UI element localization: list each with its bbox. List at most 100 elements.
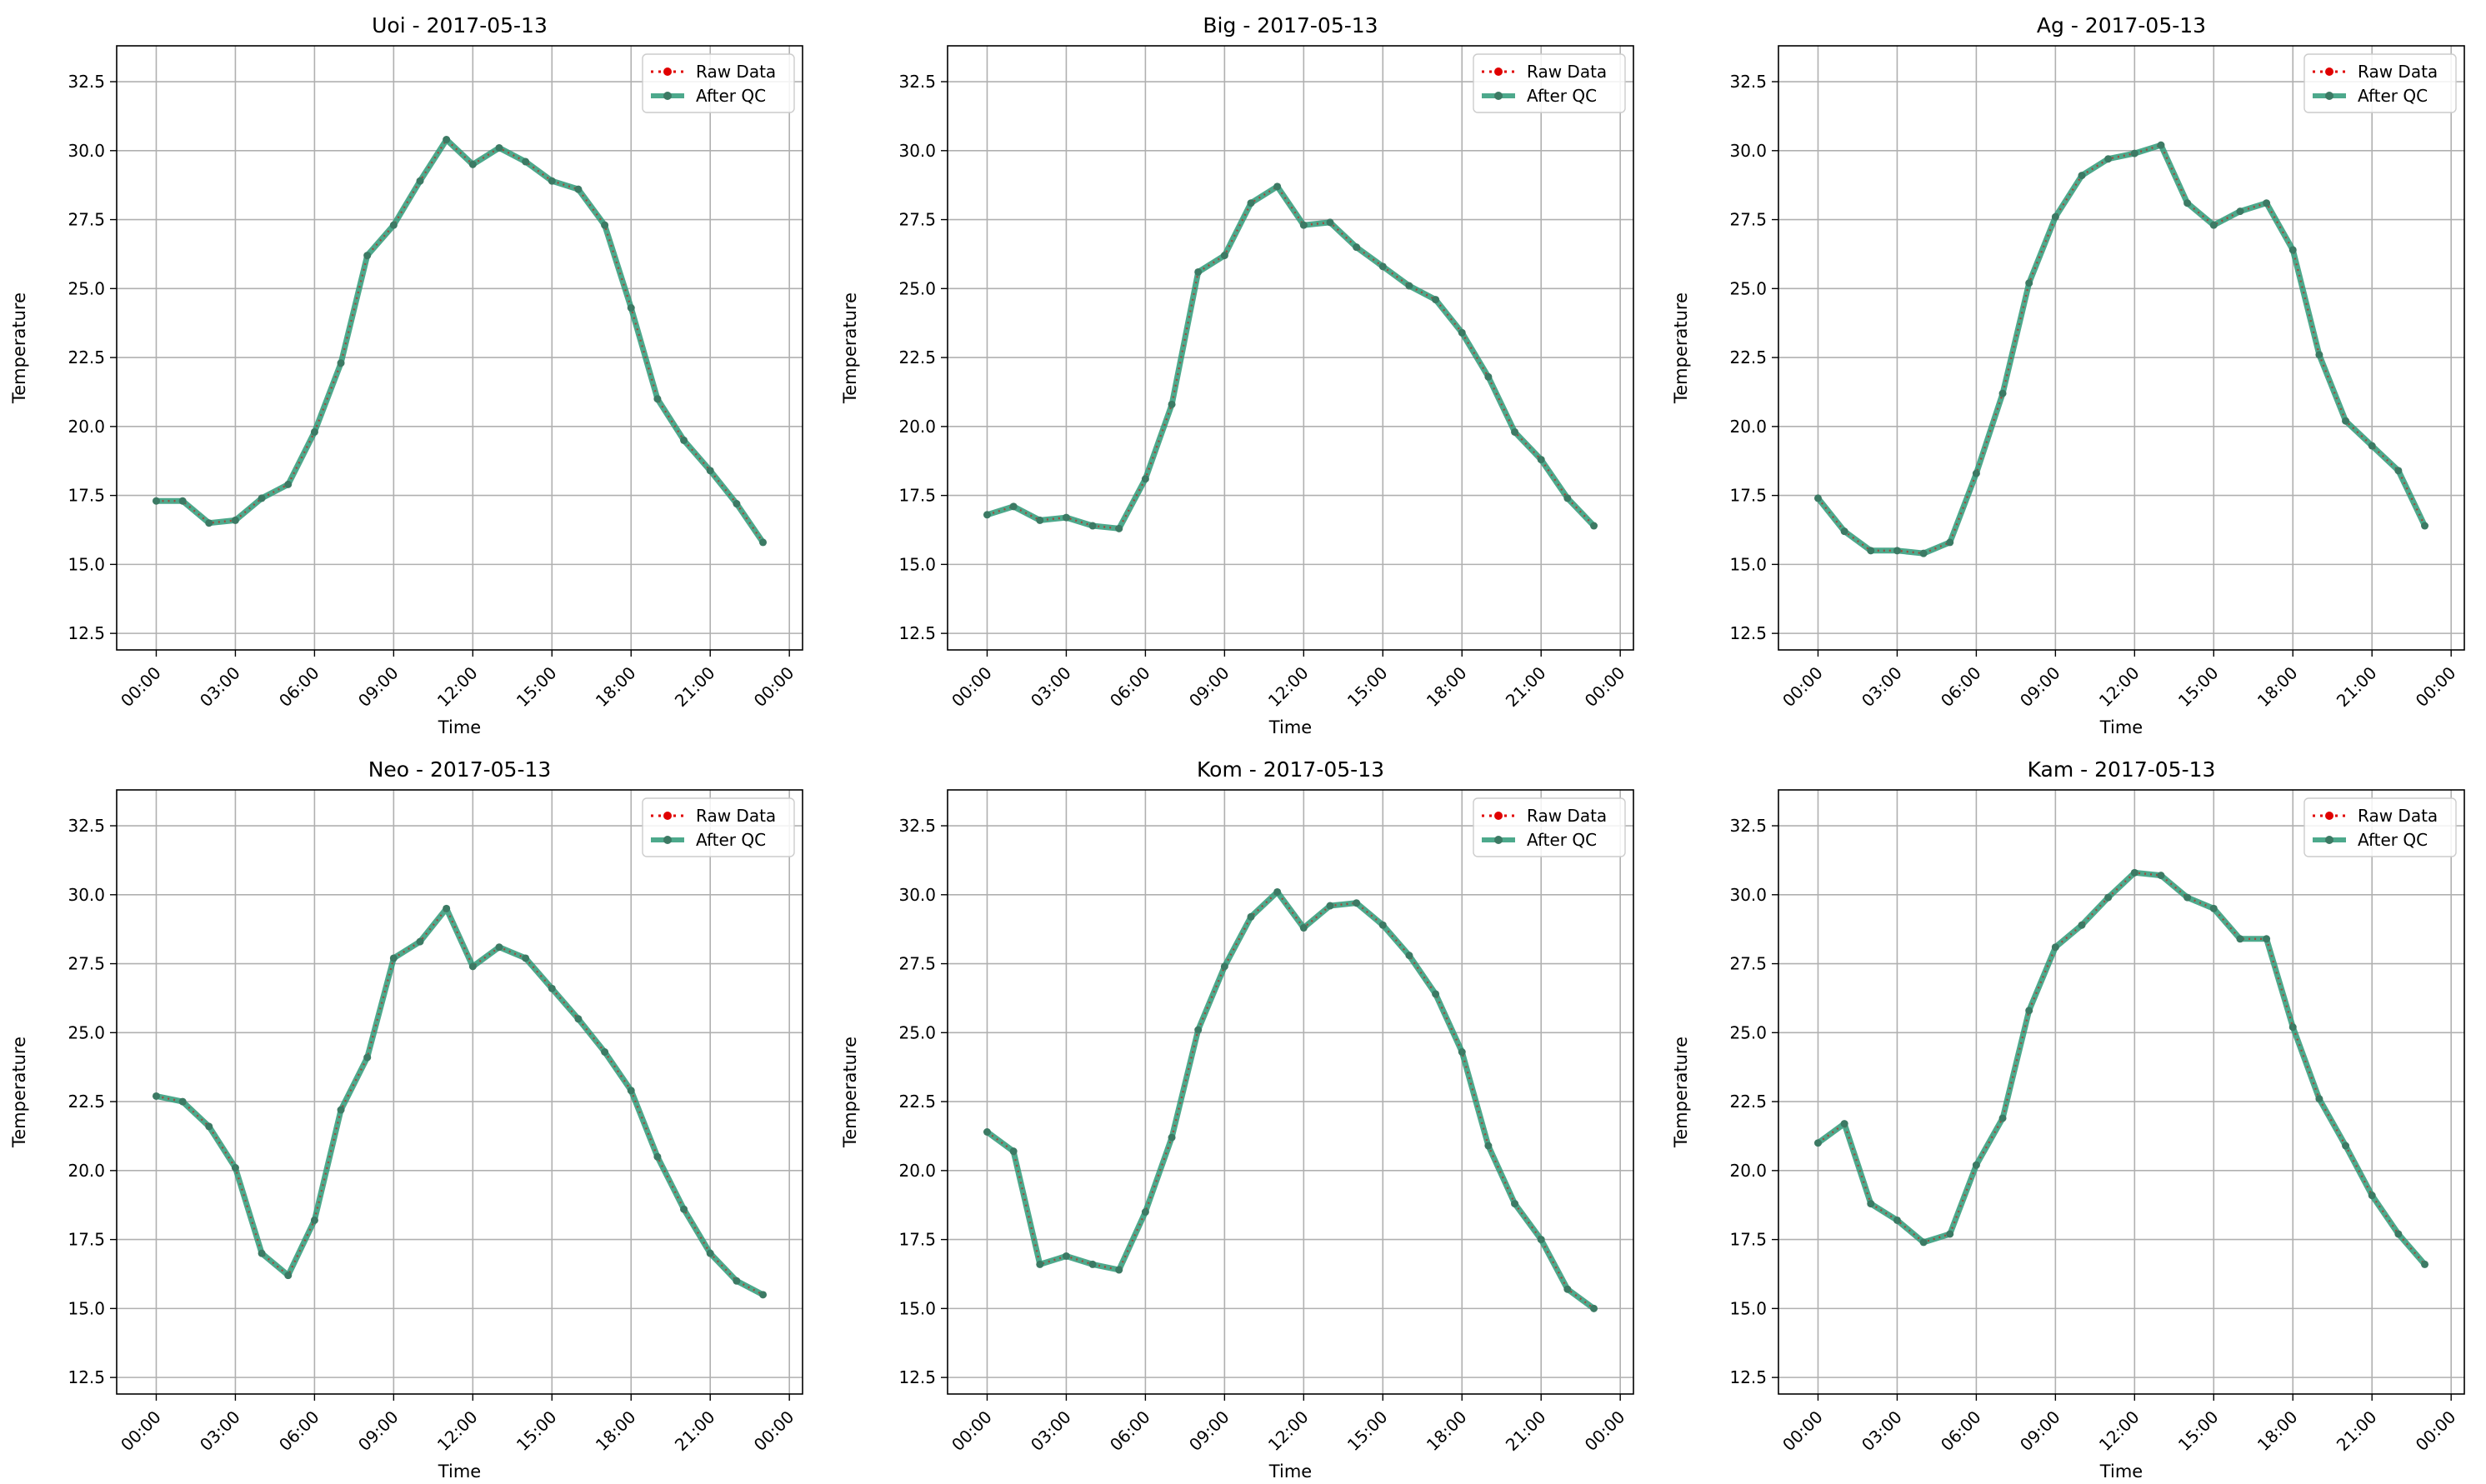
axes-frame [116, 789, 803, 1395]
x-tick-label: 12:00 [433, 1407, 482, 1455]
y-tick-label: 32.5 [898, 72, 936, 92]
data-point-after-qc [983, 511, 991, 519]
y-tick-label: 30.0 [68, 141, 105, 161]
x-tick-label: 00:00 [2412, 1407, 2460, 1455]
x-tick-label: 00:00 [750, 1407, 798, 1455]
y-tick-label: 17.5 [68, 486, 105, 506]
data-point-after-qc [337, 1106, 345, 1114]
data-point-after-qc [759, 1291, 768, 1299]
data-point-after-qc [522, 954, 530, 962]
y-tick-label: 27.5 [1729, 210, 1767, 230]
data-point-after-qc [2368, 1192, 2376, 1200]
data-point-after-qc [2236, 207, 2244, 216]
y-tick-label: 32.5 [68, 816, 105, 836]
x-tick-label: 15:00 [2174, 1407, 2223, 1455]
data-point-after-qc [1378, 921, 1387, 929]
data-point-after-qc [1247, 912, 1255, 921]
axes-frame [1778, 45, 2465, 651]
data-point-after-qc [1062, 1252, 1070, 1260]
data-point-after-qc [1840, 527, 1848, 536]
legend-label-raw-data: Raw Data [1527, 806, 1607, 826]
data-point-after-qc [1537, 456, 1545, 464]
y-tick-label: 17.5 [898, 1230, 936, 1250]
data-point-after-qc [601, 221, 609, 229]
data-point-after-qc [1432, 296, 1440, 304]
data-point-after-qc [1009, 1147, 1018, 1156]
data-point-after-qc [310, 427, 318, 436]
data-point-after-qc [2394, 467, 2403, 475]
series-line-after-qc [1816, 869, 2428, 1267]
data-point-after-qc [653, 395, 662, 403]
legend-label-raw-data: Raw Data [2358, 806, 2438, 826]
data-point-after-qc [178, 497, 187, 505]
y-tick-label: 22.5 [1729, 347, 1767, 367]
data-point-after-qc [416, 937, 424, 946]
x-tick-label: 09:00 [2016, 1407, 2064, 1455]
x-tick-label: 03:00 [196, 1407, 244, 1455]
y-tick-label: 30.0 [898, 885, 936, 905]
data-point-after-qc [2263, 935, 2271, 943]
legend-label-after-qc: After QC [696, 86, 766, 106]
legend-marker-raw-data [1494, 67, 1503, 76]
y-tick-label: 22.5 [68, 347, 105, 367]
subplot: Kam - 2017-05-13 12.5 15.0 17.5 20.0 22.5 25.0… [1671, 757, 2465, 1482]
data-point-after-qc [1405, 282, 1413, 290]
legend-label-after-qc: After QC [696, 830, 766, 850]
data-point-after-qc [733, 500, 741, 508]
x-tick-label: 00:00 [948, 662, 996, 711]
data-point-after-qc [231, 516, 239, 524]
data-point-after-qc [1893, 547, 1901, 555]
x-axis-label: Time [2099, 1462, 2143, 1482]
y-axis-label: Temperature [9, 292, 29, 404]
data-point-after-qc [1088, 522, 1097, 530]
data-point-after-qc [2263, 199, 2271, 207]
legend-marker-after-qc [2325, 92, 2333, 100]
x-tick-label: 00:00 [1581, 662, 1629, 711]
x-tick-label: 18:00 [1423, 662, 1471, 711]
data-point-after-qc [1563, 1285, 1572, 1293]
data-point-after-qc [1946, 1230, 1954, 1238]
y-tick-label: 25.0 [68, 1022, 105, 1042]
data-point-after-qc [310, 1216, 318, 1224]
y-axis-label: Temperature [9, 1037, 29, 1148]
y-tick-label: 30.0 [1729, 141, 1767, 161]
data-point-after-qc [1972, 1161, 1980, 1169]
data-point-after-qc [680, 1205, 688, 1213]
legend-label-raw-data: Raw Data [696, 62, 776, 82]
y-tick-label: 15.0 [898, 554, 936, 574]
subplot: Big - 2017-05-13 12.5 15.0 17.5 20.0 22.5 25.0… [840, 13, 1634, 737]
data-point-after-qc [1511, 1200, 1519, 1208]
data-point-after-qc [1998, 389, 2007, 397]
x-axis-label: Time [2099, 717, 2143, 737]
legend-marker-after-qc [663, 836, 672, 844]
data-point-after-qc [1590, 1304, 1598, 1312]
legend-label-after-qc: After QC [2358, 86, 2428, 106]
x-tick-label: 15:00 [513, 1407, 561, 1455]
x-axis-label: Time [438, 1462, 481, 1482]
data-point-after-qc [1194, 1026, 1203, 1034]
y-tick-label: 12.5 [898, 623, 936, 643]
y-tick-label: 27.5 [898, 954, 936, 974]
y-tick-label: 22.5 [898, 1092, 936, 1112]
y-tick-label: 12.5 [1729, 1367, 1767, 1387]
data-point-after-qc [2104, 155, 2113, 163]
x-tick-label: 09:00 [354, 662, 403, 711]
y-tick-label: 32.5 [1729, 816, 1767, 836]
data-point-after-qc [1972, 469, 1980, 477]
data-point-after-qc [1867, 1200, 1875, 1208]
data-point-after-qc [1813, 1139, 1822, 1147]
x-tick-label: 18:00 [592, 662, 640, 711]
x-axis-label: Time [438, 717, 481, 737]
data-point-after-qc [337, 359, 345, 367]
legend-label-raw-data: Raw Data [696, 806, 776, 826]
data-point-after-qc [2421, 522, 2429, 530]
data-point-after-qc [1537, 1236, 1545, 1244]
y-tick-label: 20.0 [68, 417, 105, 437]
x-tick-label: 12:00 [1264, 1407, 1313, 1455]
data-point-after-qc [2051, 943, 2059, 952]
data-point-after-qc [1432, 990, 1440, 998]
data-point-after-qc [443, 136, 451, 144]
x-tick-label: 12:00 [1264, 662, 1313, 711]
x-tick-label: 15:00 [2174, 662, 2223, 711]
legend-marker-after-qc [2325, 836, 2333, 844]
